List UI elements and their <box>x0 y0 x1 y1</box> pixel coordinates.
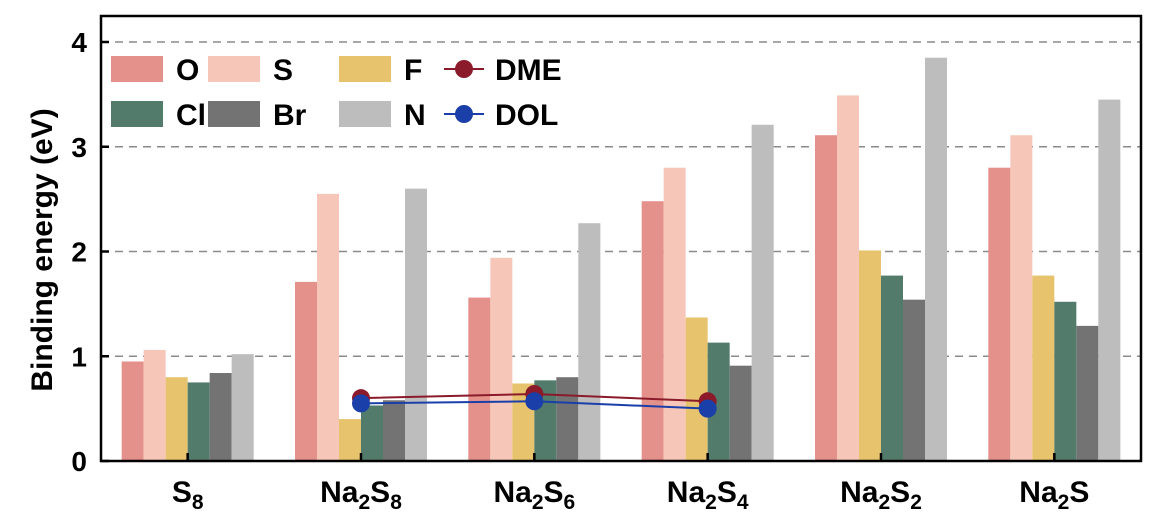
bar-s-3 <box>663 167 686 461</box>
y-tick-label: 4 <box>71 27 87 58</box>
point-dol-0 <box>352 394 370 413</box>
legend-swatch-cl <box>111 101 163 127</box>
bar-o-0 <box>121 361 144 461</box>
legend-label-dol: DOL <box>495 99 558 132</box>
legend-marker-dme <box>455 60 473 78</box>
bar-s-0 <box>143 349 166 461</box>
bar-s-2 <box>490 257 513 461</box>
point-dol-2 <box>698 399 717 418</box>
bar-n-3 <box>751 124 774 461</box>
bar-o-1 <box>295 281 317 461</box>
legend-label-s: S <box>273 54 293 87</box>
bar-s-5 <box>1010 135 1033 462</box>
bar-o-5 <box>988 167 1011 461</box>
y-axis-label: Binding energy (eV) <box>26 108 59 391</box>
legend-swatch-s <box>208 56 260 82</box>
axes: 0 1 2 3 4 S8 Na2S8 Na2S6 Na2S4 Na2S2 Na2S <box>71 14 1143 514</box>
bar-o-3 <box>641 201 664 461</box>
bar-br-0 <box>209 373 232 461</box>
bar-o-2 <box>468 297 491 461</box>
x-tick-label: Na2S2 <box>840 476 922 514</box>
legend: O S F DME Cl Br N DOL <box>111 54 562 132</box>
legend-swatch-f <box>339 56 391 82</box>
y-tick-label: 2 <box>71 237 87 268</box>
y-tick-label: 0 <box>71 446 87 477</box>
bar-n-4 <box>925 57 947 462</box>
bar-br-1 <box>383 400 405 461</box>
y-tick-label: 3 <box>71 132 87 163</box>
bar-f-3 <box>685 317 708 461</box>
bar-f-5 <box>1032 275 1055 461</box>
legend-swatch-br <box>208 101 260 127</box>
plot-frame <box>99 14 1143 463</box>
bar-n-5 <box>1098 99 1121 462</box>
gridlines <box>101 41 1141 357</box>
bar-s-1 <box>317 193 339 461</box>
solvent-lines <box>352 384 717 418</box>
bar-cl-3 <box>707 342 730 461</box>
bar-f-4 <box>859 250 881 461</box>
bar-cl-0 <box>187 382 210 461</box>
legend-label-o: O <box>176 54 199 87</box>
y-tick-label: 1 <box>71 341 87 372</box>
bar-f-1 <box>339 419 361 461</box>
bar-br-4 <box>903 299 925 461</box>
bar-cl-4 <box>881 275 903 461</box>
bar-br-2 <box>556 377 579 461</box>
bar-o-4 <box>815 135 837 462</box>
bars <box>121 57 1121 462</box>
x-tick-label: Na2S6 <box>493 476 575 514</box>
x-tick-label: Na2S4 <box>667 476 749 514</box>
x-tick-label: S8 <box>172 476 204 514</box>
bar-n-0 <box>231 354 254 461</box>
x-tick-label: Na2S <box>1019 476 1089 514</box>
bar-f-0 <box>165 377 188 461</box>
x-tick-label: Na2S8 <box>320 476 402 514</box>
point-dol-1 <box>525 392 544 411</box>
legend-label-cl: Cl <box>176 99 206 132</box>
legend-label-n: N <box>404 99 426 132</box>
bar-cl-5 <box>1054 301 1077 461</box>
bar-s-4 <box>837 95 859 462</box>
bar-br-5 <box>1076 325 1099 461</box>
bar-n-1 <box>405 188 427 461</box>
legend-label-f: F <box>404 54 422 87</box>
bar-br-3 <box>729 365 752 461</box>
legend-swatch-o <box>111 56 163 82</box>
legend-label-dme: DME <box>495 54 562 87</box>
legend-label-br: Br <box>273 99 307 132</box>
legend-marker-dol <box>455 105 473 123</box>
bar-cl-1 <box>361 405 383 461</box>
bar-n-2 <box>578 223 601 461</box>
legend-swatch-n <box>339 101 391 127</box>
